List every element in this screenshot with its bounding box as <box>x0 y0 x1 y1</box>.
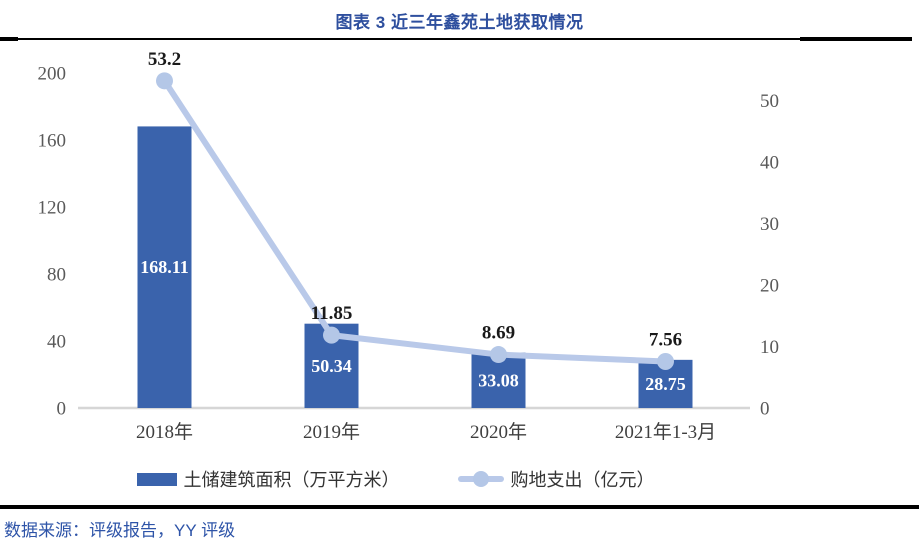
bar-value-label: 28.75 <box>645 374 686 394</box>
category-label-2019年: 2019年 <box>303 421 360 443</box>
top-rule-thick-left <box>0 37 18 41</box>
left-axis-tick: 40 <box>47 332 66 353</box>
bar-value-label: 168.11 <box>140 257 189 277</box>
chart-title: 图表 3 近三年鑫苑土地获取情况 <box>335 13 584 32</box>
chart-legend: 土储建筑面积（万平方米） 购地支出（亿元） <box>0 466 855 492</box>
right-axis-tick: 10 <box>760 337 779 358</box>
line-marker-2021年1-3月 <box>657 353 674 371</box>
line-value-label: 11.85 <box>311 303 353 324</box>
line-swatch-icon <box>457 471 504 487</box>
combo-chart: 0 40 80 120 160 200 0 10 20 30 40 50 168.11 50.34 33.0… <box>38 49 780 443</box>
right-axis-tick: 50 <box>760 91 779 112</box>
line-marker-2020年 <box>490 346 507 364</box>
bar-value-label: 33.08 <box>478 370 519 390</box>
data-source-text: 数据来源：评级报告，YY 评级 <box>4 521 236 540</box>
footer-rule <box>0 505 919 509</box>
line-value-label: 53.2 <box>148 49 181 70</box>
legend-item-bar: 土储建筑面积（万平方米） <box>136 466 400 492</box>
bar-2018年 <box>137 126 192 409</box>
top-rule <box>0 38 912 40</box>
line-value-label: 8.69 <box>482 323 515 344</box>
right-axis-tick: 20 <box>760 276 779 297</box>
legend-label-line: 购地支出（亿元） <box>510 470 655 490</box>
line-marker-2019年 <box>323 326 340 344</box>
category-label-2021年1-3月: 2021年1-3月 <box>615 421 716 443</box>
right-axis-tick: 30 <box>760 214 779 235</box>
line-series <box>161 77 669 365</box>
left-axis-tick: 0 <box>57 399 67 420</box>
top-rule-thick-right <box>800 37 912 41</box>
left-axis-tick: 160 <box>38 131 67 152</box>
category-label-2020年: 2020年 <box>470 421 527 443</box>
legend-label-bar: 土储建筑面积（万平方米） <box>183 470 400 490</box>
line-marker-2018年 <box>156 72 173 90</box>
right-axis-tick: 40 <box>760 153 779 174</box>
bar-value-label: 50.34 <box>311 356 352 376</box>
right-axis-tick: 0 <box>760 399 770 420</box>
left-axis-tick: 120 <box>38 198 67 219</box>
line-value-label: 7.56 <box>649 330 682 351</box>
bar-swatch-icon <box>136 472 177 486</box>
legend-item-line: 购地支出（亿元） <box>457 466 655 492</box>
left-axis-tick: 200 <box>38 64 67 85</box>
category-label-2018年: 2018年 <box>136 421 193 443</box>
left-axis-tick: 80 <box>47 265 66 286</box>
